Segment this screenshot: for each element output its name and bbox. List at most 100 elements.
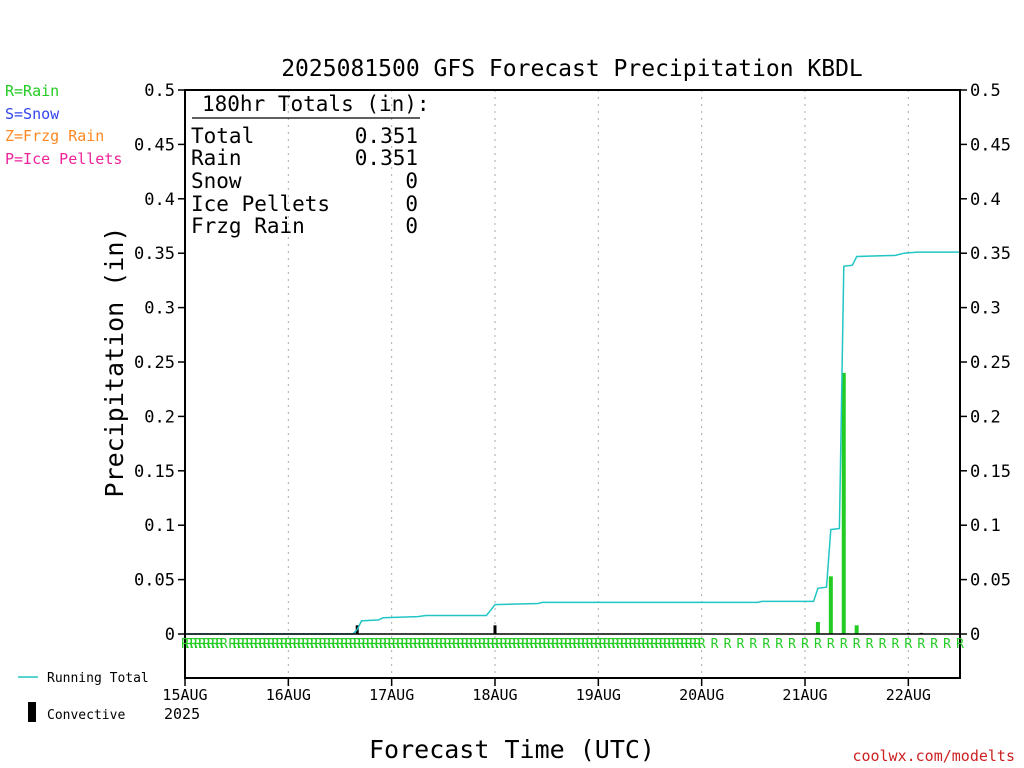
- rain-type-marker: R: [315, 637, 323, 652]
- y-tick-label-right: 0.35: [970, 244, 1011, 264]
- rain-type-marker: R: [332, 637, 340, 652]
- rain-bar: [828, 576, 833, 634]
- rain-type-marker: R: [190, 637, 198, 652]
- rain-type-marker: R: [650, 637, 658, 652]
- rain-type-marker: R: [461, 637, 469, 652]
- rain-type-marker: R: [904, 637, 912, 652]
- rain-type-marker: R: [633, 637, 641, 652]
- x-axis-ticks: 15AUG 16AUG 17AUG 18AUG 19AUG 20AUG 21AUG 22AUG: [162, 678, 931, 704]
- rain-type-marker: R: [409, 637, 417, 652]
- grid-lines: [287, 90, 909, 678]
- rain-type-marker: R: [681, 637, 689, 652]
- rain-type-marker: R: [478, 637, 486, 652]
- y-tick-label: 0.2: [144, 407, 175, 427]
- totals-box: 180hr Totals (in): Total 0.351 Rain 0.35…: [191, 92, 430, 238]
- rain-type-marker: R: [573, 637, 581, 652]
- y-tick-label: 0.05: [134, 571, 175, 591]
- x-tick-label: 16AUG: [266, 686, 311, 704]
- y-tick-label-right: 0.15: [970, 462, 1011, 482]
- rain-type-marker: R: [203, 637, 211, 652]
- credit-text: coolwx.com/modelts: [852, 747, 1015, 765]
- y-tick-label-right: 0.25: [970, 353, 1011, 373]
- y-tick-label: 0.4: [144, 190, 175, 210]
- y-tick-label: 0.3: [144, 299, 175, 319]
- rain-type-marker: R: [267, 637, 275, 652]
- rain-type-marker: R: [327, 637, 335, 652]
- x-tick-label: 22AUG: [886, 686, 931, 704]
- rain-bar: [841, 372, 846, 634]
- rain-type-marker: R: [194, 637, 202, 652]
- rain-type-marker: R: [930, 637, 938, 652]
- rain-type-marker: R: [762, 637, 770, 652]
- rain-type-marker: R: [272, 637, 280, 652]
- rain-type-marker: R: [917, 637, 925, 652]
- rain-type-marker: R: [362, 637, 370, 652]
- rain-type-marker: R: [254, 637, 262, 652]
- running-total-legend-label: Running Total: [47, 671, 149, 686]
- rain-type-marker: R: [943, 637, 951, 652]
- rain-type-marker: R: [379, 637, 387, 652]
- rain-type-marker: R: [551, 637, 559, 652]
- rain-type-marker: R: [293, 637, 301, 652]
- rain-type-marker: R: [233, 637, 241, 652]
- x-tick-label: 15AUG: [162, 686, 207, 704]
- rain-type-marker: R: [289, 637, 297, 652]
- rain-type-marker: R: [349, 637, 357, 652]
- rain-type-marker: R: [517, 637, 525, 652]
- rain-type-marker: R: [582, 637, 590, 652]
- y-tick-label: 0.25: [134, 353, 175, 373]
- legend-snow: S=Snow: [5, 105, 60, 123]
- y-axis-label: Precipitation (in): [100, 227, 129, 498]
- rain-type-marker: R: [526, 637, 534, 652]
- rain-type-marker: R: [198, 637, 206, 652]
- rain-type-marker: R: [530, 637, 538, 652]
- rain-type-marker: R: [724, 637, 732, 652]
- rain-type-marker: R: [504, 637, 512, 652]
- rain-type-marker: R: [375, 637, 383, 652]
- rain-type-marker: R: [216, 637, 224, 652]
- rain-type-marker: R: [655, 637, 663, 652]
- rain-type-marker: R: [228, 637, 236, 652]
- convective-legend-swatch: [28, 702, 36, 722]
- rain-type-marker: R: [625, 637, 633, 652]
- totals-value-snow: 0: [405, 169, 418, 193]
- y-tick-label-right: 0: [970, 625, 980, 645]
- rain-type-marker: R: [259, 637, 267, 652]
- rain-type-marker: R: [396, 637, 404, 652]
- rain-type-marker: R: [302, 637, 310, 652]
- rain-type-marker: R: [685, 637, 693, 652]
- rain-type-marker: R: [323, 637, 331, 652]
- rain-type-marker: R: [853, 637, 861, 652]
- rain-type-marker: R: [564, 637, 572, 652]
- rain-bar: [854, 625, 859, 634]
- rain-type-marker: R: [840, 637, 848, 652]
- rain-type-marker: R: [879, 637, 887, 652]
- year-label: 2025: [164, 705, 200, 723]
- rain-type-marker: R: [181, 637, 189, 652]
- rain-type-marker: R: [698, 637, 706, 652]
- rain-type-marker: R: [280, 637, 288, 652]
- rain-type-marker: R: [371, 637, 379, 652]
- y-tick-label-right: 0.3: [970, 299, 1001, 319]
- totals-value-ice-pellets: 0: [405, 192, 418, 216]
- rain-type-marker: R: [637, 637, 645, 652]
- rain-type-marker: R: [487, 637, 495, 652]
- rain-type-marker: R: [491, 637, 499, 652]
- totals-value-rain: 0.351: [355, 146, 418, 170]
- rain-type-marker: R: [616, 637, 624, 652]
- chart-title: 2025081500 GFS Forecast Precipitation KB…: [281, 56, 863, 82]
- rain-type-marker: R: [775, 637, 783, 652]
- y-tick-label-right: 0.2: [970, 407, 1001, 427]
- totals-value-frzg-rain: 0: [405, 214, 418, 238]
- rain-type-marker: R: [521, 637, 529, 652]
- rain-type-marker: R: [241, 637, 249, 652]
- rain-type-marker: R: [547, 637, 555, 652]
- rain-type-marker: R: [560, 637, 568, 652]
- rain-type-marker: R: [513, 637, 521, 652]
- rain-type-marker: R: [276, 637, 284, 652]
- y-tick-label-right: 0.05: [970, 571, 1011, 591]
- rain-type-marker: R: [892, 637, 900, 652]
- rain-type-marker: R: [418, 637, 426, 652]
